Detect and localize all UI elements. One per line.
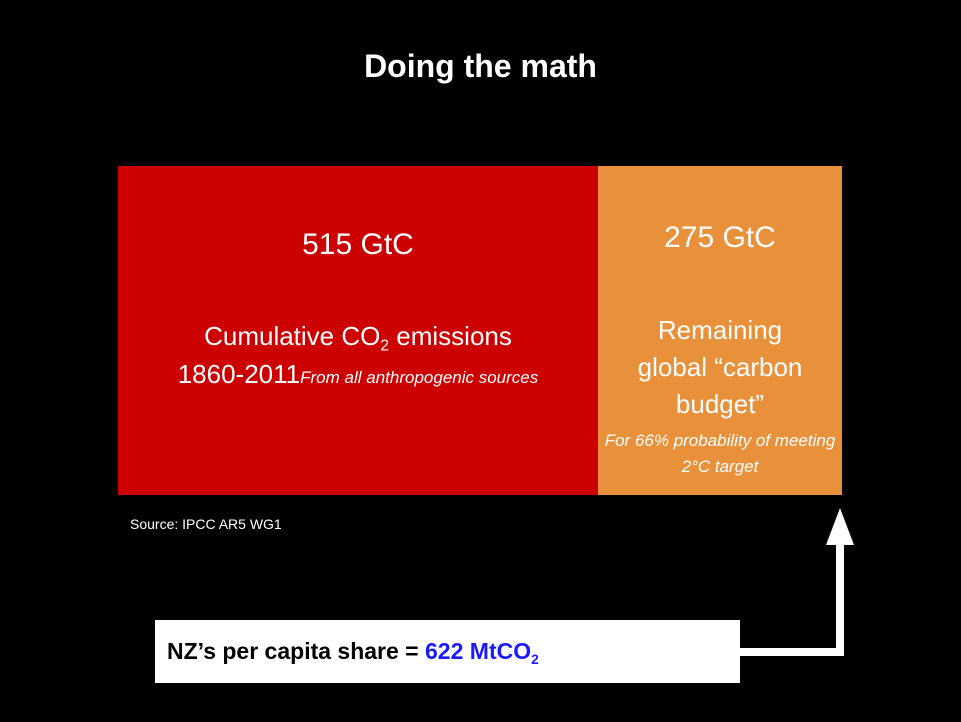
past-years: 1860-2011 [177, 359, 301, 389]
slide-title: Doing the math [364, 48, 597, 84]
callout-value-main: 622 MtCO [425, 638, 532, 664]
past-label: Cumulative CO2 emissions [118, 318, 598, 364]
callout: NZ’s per capita share = 622 MtCO2 [155, 620, 740, 683]
callout-value-sub: 2 [531, 651, 539, 667]
callout-text: NZ’s per capita share = [167, 638, 426, 664]
source: Source: IPCC AR5 WG1 [130, 516, 282, 532]
past-amount: 515 GtC [302, 228, 414, 261]
callout-value: 622 MtCO2 [425, 638, 539, 667]
past-label-sub: 2 [380, 337, 390, 355]
arrow-head [826, 508, 854, 545]
remaining-block: 275 GtC Remaining global “carbon budget”… [598, 166, 842, 495]
arrow-line [740, 540, 844, 656]
past-label-post: emissions [389, 321, 512, 351]
past-note: From all anthropogenic sources [300, 368, 539, 387]
past-detail: 1860-2011From all anthropogenic sources [158, 356, 558, 393]
past-label-pre: Cumulative CO [204, 321, 381, 351]
remaining-label: Remaining global “carbon budget” [637, 315, 803, 419]
remaining-note: For 66% probability of meeting 2°C targe… [604, 431, 836, 476]
remaining-amount: 275 GtC [664, 221, 776, 254]
past-block: 515 GtC Cumulative CO2 emissions 1860-20… [118, 166, 598, 495]
